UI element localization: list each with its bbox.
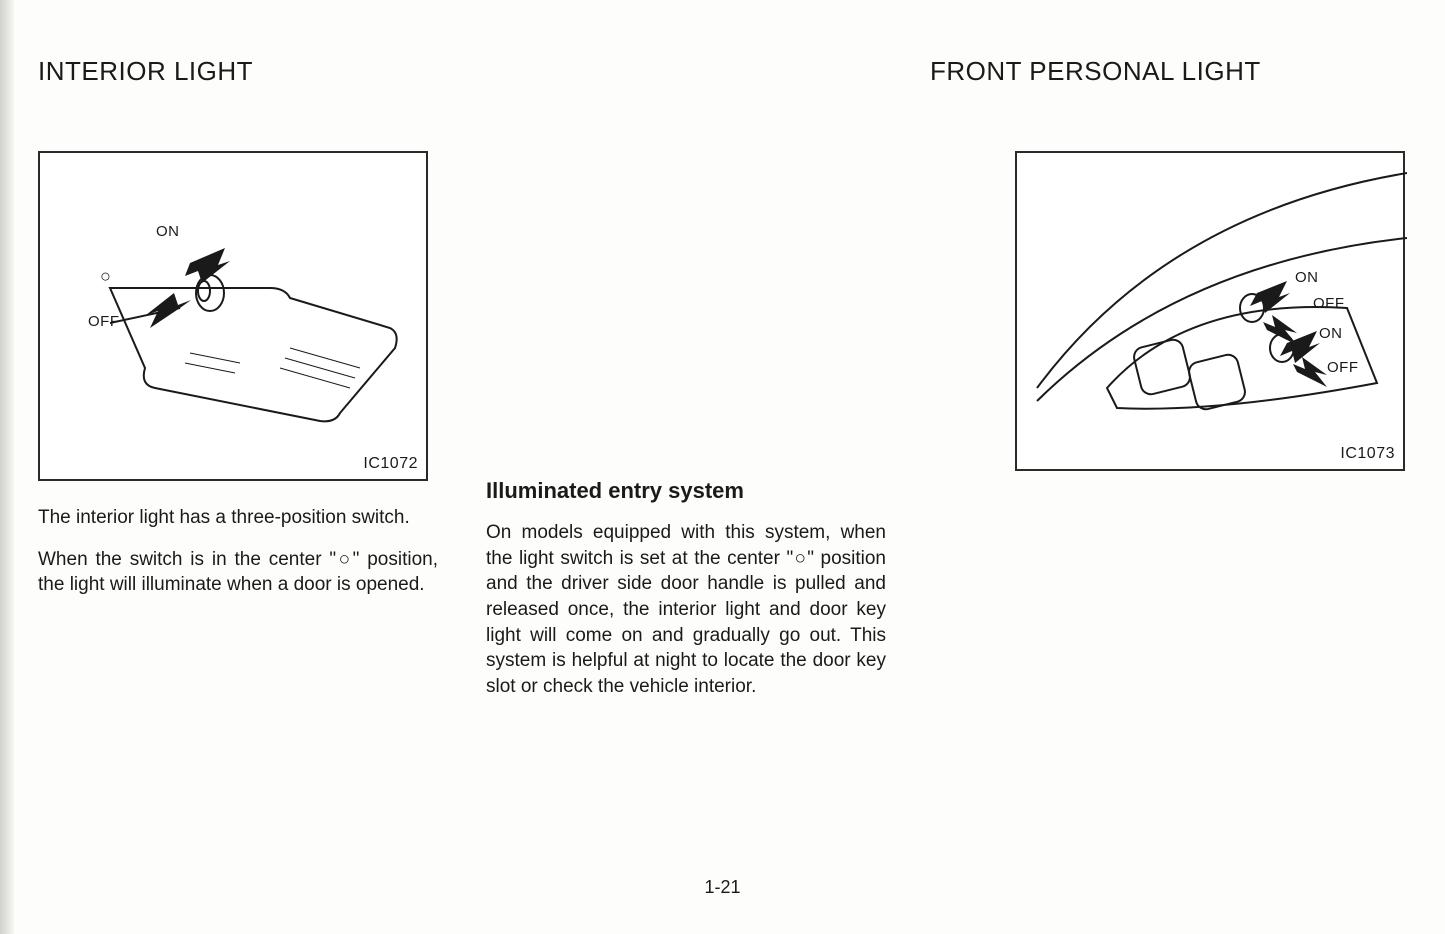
subheading-illuminated-entry: Illuminated entry system bbox=[486, 478, 906, 504]
fig2-label-off2: OFF bbox=[1327, 359, 1359, 376]
fig1-label-center: ○ bbox=[100, 266, 111, 287]
figure-front-personal-light-svg bbox=[1017, 153, 1407, 473]
interior-light-p1: The interior light has a three-position … bbox=[38, 505, 438, 531]
column-right: FRONT PERSONAL LIGHT bbox=[924, 48, 1405, 914]
heading-front-personal-light: FRONT PERSONAL LIGHT bbox=[930, 56, 1261, 87]
column-left: INTERIOR LIGHT bbox=[38, 48, 468, 914]
manual-page: INTERIOR LIGHT bbox=[0, 0, 1445, 934]
fig1-id: IC1072 bbox=[363, 455, 418, 473]
figure-front-personal-light: ON OFF ON OFF IC1073 bbox=[1015, 151, 1405, 471]
illuminated-entry-p1: On models equipped with this system, whe… bbox=[486, 520, 886, 699]
fig2-label-on1: ON bbox=[1295, 269, 1319, 286]
fig1-label-off: OFF bbox=[88, 313, 120, 330]
column-middle: Illuminated entry system On models equip… bbox=[486, 48, 906, 914]
illuminated-entry-body: On models equipped with this system, whe… bbox=[486, 520, 886, 715]
interior-light-body: The interior light has a three-position … bbox=[38, 505, 438, 614]
page-number: 1-21 bbox=[0, 877, 1445, 898]
heading-interior-light: INTERIOR LIGHT bbox=[38, 56, 468, 87]
fig2-label-on2: ON bbox=[1319, 325, 1343, 342]
fig2-label-off1: OFF bbox=[1313, 295, 1345, 312]
fig1-label-on: ON bbox=[156, 223, 180, 240]
interior-light-p2: When the switch is in the center "○" pos… bbox=[38, 547, 438, 598]
fig2-id: IC1073 bbox=[1340, 445, 1395, 463]
figure-interior-light: ON ○ OFF IC1072 bbox=[38, 151, 428, 481]
